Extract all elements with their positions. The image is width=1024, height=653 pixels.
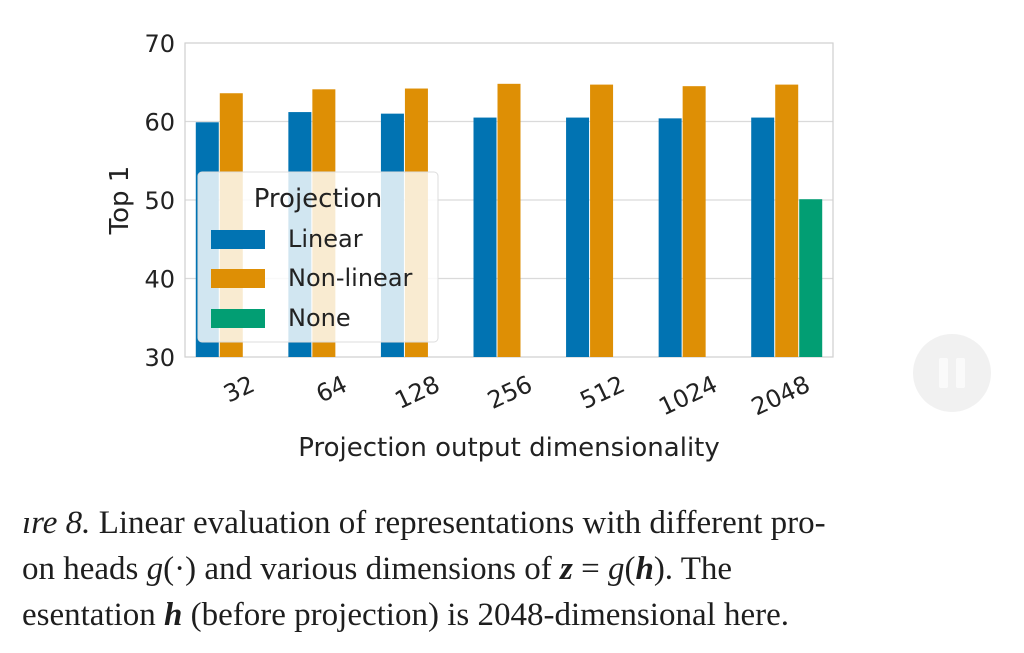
caption-text: Linear evaluation of representations wit… (90, 505, 826, 541)
legend-swatch-non-linear (211, 269, 265, 288)
bar-linear-2048 (751, 117, 775, 357)
caption-figure-number: ıre 8. (22, 505, 91, 541)
bar-non-linear-512 (590, 84, 614, 357)
legend-label-non-linear: Non-linear (288, 264, 413, 292)
caption-math: g (607, 551, 625, 587)
x-tick-label: 128 (391, 370, 444, 415)
bar-non-linear-256 (497, 83, 521, 357)
x-tick-label: 2048 (747, 370, 814, 421)
y-tick-label: 50 (144, 187, 175, 215)
bar-linear-512 (566, 117, 590, 357)
x-tick-labels: 32 64 128 256 512 1024 2048 (219, 370, 814, 421)
caption-text: (before projection) is 2048-dimensional … (182, 597, 790, 633)
caption-text: ( (624, 551, 636, 587)
legend-label-linear: Linear (288, 225, 363, 253)
legend-swatch-none (211, 309, 265, 328)
bar-non-linear-1024 (682, 86, 706, 358)
x-tick-label: 256 (483, 370, 536, 415)
pause-icon-bar (956, 358, 965, 388)
x-axis-label: Projection output dimensionality (298, 433, 720, 463)
pause-button[interactable] (913, 334, 991, 412)
caption-line-2: on heads g(·) and various dimensions of … (22, 546, 1002, 592)
caption-line-3: esentation h (before projection) is 2048… (22, 592, 1002, 638)
x-tick-label: 64 (312, 370, 352, 408)
caption-math: z (559, 551, 573, 587)
caption-text: on heads (22, 551, 147, 587)
legend: Projection Linear Non-linear None (197, 171, 439, 343)
caption-text: esentation (22, 597, 165, 633)
caption-math: h (164, 597, 183, 633)
y-tick-label: 70 (144, 30, 175, 58)
pause-icon (939, 358, 948, 388)
bar-linear-256 (473, 117, 497, 357)
caption-math: g (146, 551, 164, 587)
y-tick-label: 60 (144, 109, 175, 137)
caption-text: ). The (653, 551, 733, 587)
legend-label-none: None (288, 304, 351, 332)
bar-linear-1024 (658, 118, 682, 357)
bar-non-linear-2048 (775, 84, 799, 357)
caption-text: = (572, 551, 608, 587)
x-tick-label: 32 (219, 370, 259, 408)
x-tick-label: 512 (576, 370, 629, 415)
caption-line-1: ıre 8. Linear evaluation of representati… (22, 500, 1002, 546)
caption-text: (·) and various dimensions of (163, 551, 560, 587)
legend-box (197, 171, 439, 343)
x-tick-label: 1024 (654, 370, 721, 421)
legend-swatch-linear (211, 230, 265, 249)
figure-caption: ıre 8. Linear evaluation of representati… (22, 500, 1002, 638)
y-tick-labels: 30 40 50 60 70 (144, 30, 175, 372)
y-tick-label: 40 (144, 266, 175, 294)
bar-chart: 30 40 50 60 70 32 64 128 256 512 1024 2048 Top 1 P… (105, 30, 834, 463)
caption-math: h (635, 551, 654, 587)
legend-title: Projection (254, 184, 383, 214)
y-axis-label: Top 1 (105, 166, 135, 236)
y-tick-label: 30 (144, 344, 175, 372)
bar-none-2048 (799, 199, 823, 357)
